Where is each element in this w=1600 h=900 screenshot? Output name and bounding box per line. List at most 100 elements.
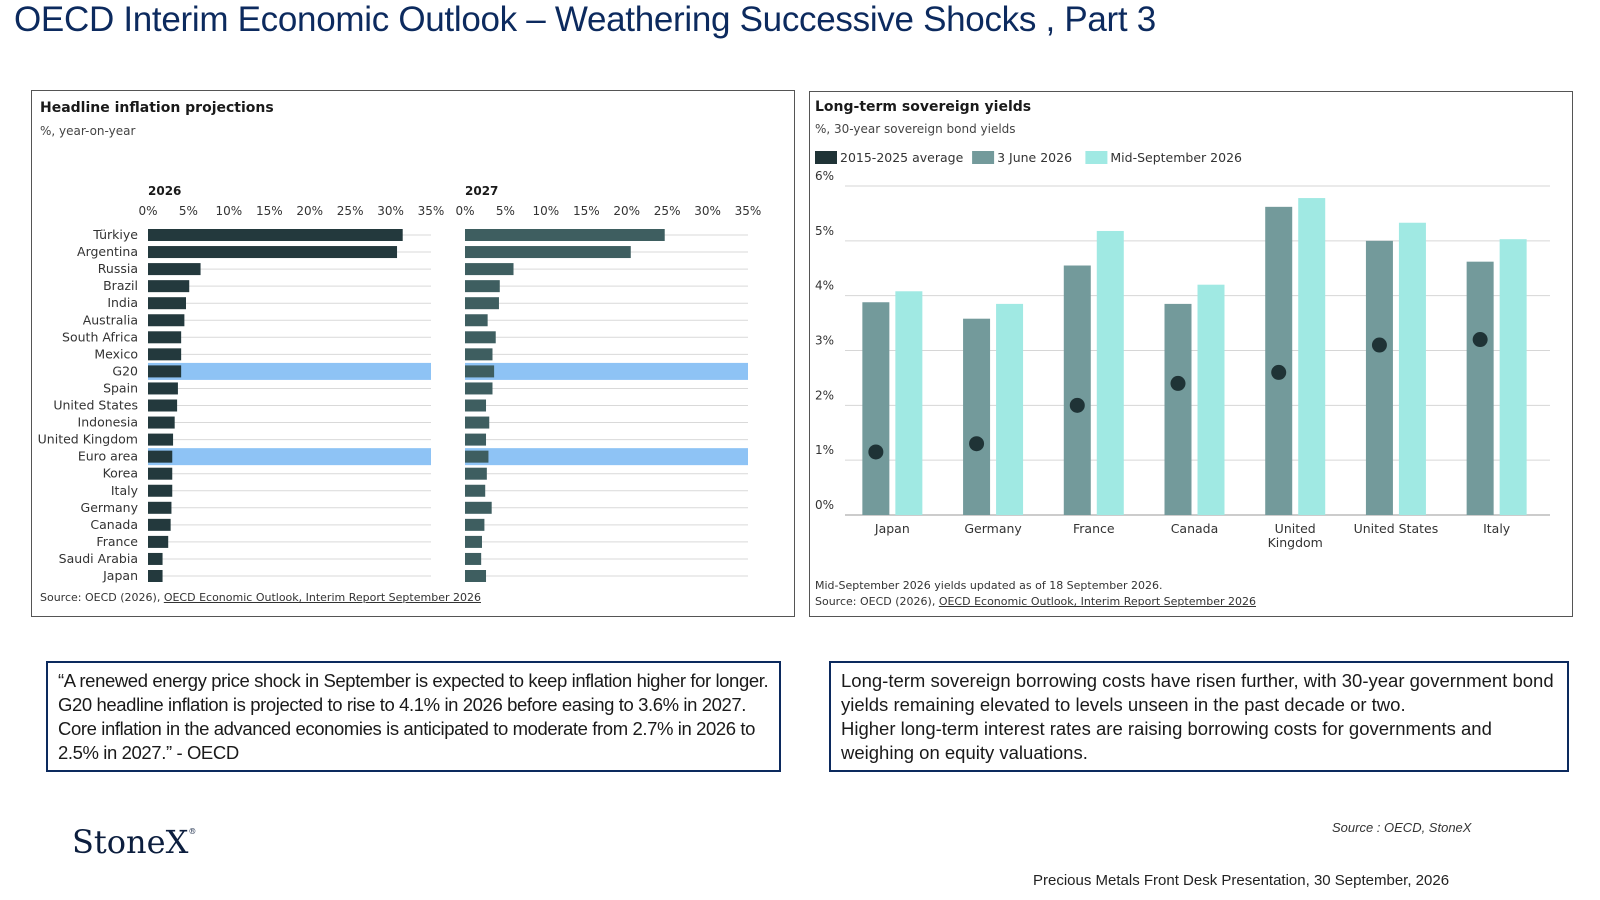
highlight-band-g20 bbox=[465, 362, 748, 380]
series-header-2026: 2026 bbox=[148, 184, 181, 198]
bar-2026-canada bbox=[148, 518, 171, 531]
bar-2026-india bbox=[148, 297, 187, 310]
category-label-japan: Japan bbox=[102, 568, 138, 583]
bar-2026-g20 bbox=[148, 365, 182, 378]
bar-2027-g20 bbox=[465, 365, 495, 378]
bar-2026-spain bbox=[148, 382, 178, 395]
x-category-label-united-states: United States bbox=[1354, 521, 1439, 536]
bar-2027-italy bbox=[465, 484, 486, 497]
bar-september-canada bbox=[1197, 284, 1225, 515]
tick-label-2027-25: 25% bbox=[654, 204, 681, 218]
yields-chart-subtitle: %, 30-year sovereign bond yields bbox=[815, 122, 1016, 136]
dot-average-united-states bbox=[1371, 337, 1387, 353]
footer-text: Precious Metals Front Desk Presentation,… bbox=[1033, 872, 1450, 889]
yields-source-prefix: Source: OECD (2026), bbox=[815, 595, 939, 608]
dot-average-italy bbox=[1472, 332, 1488, 348]
bar-2026-turkiye bbox=[148, 229, 403, 241]
x-category-label-canada: Canada bbox=[1171, 521, 1219, 536]
tick-label-2026-0: 0% bbox=[138, 204, 157, 218]
category-label-united-states: United States bbox=[53, 398, 138, 413]
bar-2027-turkiye bbox=[465, 229, 665, 241]
yields-note: Mid-September 2026 yields updated as of … bbox=[815, 579, 1163, 592]
tick-label-2027-15: 15% bbox=[573, 204, 600, 218]
bar-june-france bbox=[1063, 265, 1091, 515]
bar-2026-france bbox=[148, 535, 169, 548]
tick-label-2026-20: 20% bbox=[296, 204, 323, 218]
oecd-quote-text: “A renewed energy price shock in Septemb… bbox=[58, 670, 769, 763]
category-label-saudi-arabia: Saudi Arabia bbox=[59, 551, 138, 566]
bar-2027-australia bbox=[465, 314, 488, 327]
category-label-g20: G20 bbox=[112, 363, 138, 378]
bar-june-united-states bbox=[1365, 240, 1393, 515]
category-label-south-africa: South Africa bbox=[62, 329, 138, 344]
tick-label-2027-0: 0% bbox=[455, 204, 474, 218]
dot-average-france bbox=[1069, 397, 1085, 413]
bar-2026-brazil bbox=[148, 280, 190, 293]
category-label-turkiye: Türkiye bbox=[92, 227, 138, 242]
legend-swatch-2015-2025-average bbox=[815, 151, 837, 164]
dot-average-united-kingdom bbox=[1271, 364, 1287, 380]
dot-average-canada bbox=[1170, 375, 1186, 391]
bar-june-germany bbox=[963, 318, 991, 515]
bar-june-italy bbox=[1466, 261, 1494, 515]
stonex-logo-text: StoneX bbox=[72, 823, 189, 861]
tick-label-2026-5: 5% bbox=[179, 204, 198, 218]
tick-label-2026-15: 15% bbox=[256, 204, 283, 218]
category-label-spain: Spain bbox=[103, 380, 138, 395]
source-note: Source : OECD, StoneX bbox=[1332, 820, 1472, 835]
yields-source-link[interactable]: OECD Economic Outlook, Interim Report Se… bbox=[938, 595, 1256, 608]
bar-2026-united-kingdom bbox=[148, 433, 174, 446]
bar-2027-india bbox=[465, 297, 499, 310]
inflation-chart-subtitle: %, year-on-year bbox=[40, 124, 136, 138]
yields-chart: 2015-2025 average 3 June 2026 Mid-Septembe… bbox=[815, 150, 1550, 550]
page-title: OECD Interim Economic Outlook – Weatheri… bbox=[14, 0, 1156, 39]
y-tick-label-0: 0% bbox=[815, 498, 834, 512]
bar-june-united-kingdom bbox=[1265, 206, 1293, 515]
bar-2027-spain bbox=[465, 382, 493, 395]
bar-2027-united-kingdom bbox=[465, 433, 487, 446]
bar-2026-united-states bbox=[148, 399, 178, 412]
bar-2026-germany bbox=[148, 501, 172, 514]
bar-2026-korea bbox=[148, 467, 173, 480]
bar-june-canada bbox=[1164, 303, 1192, 515]
bar-september-united-states bbox=[1398, 222, 1426, 515]
category-label-brazil: Brazil bbox=[103, 278, 138, 293]
bar-2027-canada bbox=[465, 518, 485, 531]
category-label-germany: Germany bbox=[81, 500, 139, 515]
category-label-indonesia: Indonesia bbox=[78, 415, 138, 430]
category-label-canada: Canada bbox=[90, 517, 138, 532]
bar-2026-japan bbox=[148, 570, 163, 582]
x-category-label-united-kingdom-line-1: United bbox=[1275, 521, 1316, 536]
bar-2026-south-africa bbox=[148, 331, 182, 344]
tick-label-2027-35: 35% bbox=[735, 204, 762, 218]
inflation-panel: Headline inflation projections %, year-o… bbox=[31, 90, 795, 617]
bar-2027-indonesia bbox=[465, 416, 490, 429]
inflation-source-link[interactable]: OECD Economic Outlook, Interim Report Se… bbox=[163, 591, 481, 604]
bar-2026-indonesia bbox=[148, 416, 175, 429]
bar-2027-mexico bbox=[465, 348, 493, 361]
bar-2026-saudi-arabia bbox=[148, 552, 163, 565]
bar-september-france bbox=[1096, 230, 1124, 516]
tick-label-2026-25: 25% bbox=[337, 204, 364, 218]
highlight-band-euro-area bbox=[148, 448, 431, 466]
highlight-band-g20 bbox=[148, 362, 431, 380]
category-label-italy: Italy bbox=[111, 483, 139, 498]
tick-label-2026-10: 10% bbox=[216, 204, 243, 218]
x-category-label-japan: Japan bbox=[874, 521, 910, 536]
tick-label-2027-30: 30% bbox=[694, 204, 721, 218]
legend-swatch-3-june-2026 bbox=[972, 151, 995, 164]
y-tick-label-5: 5% bbox=[815, 224, 834, 238]
y-tick-label-6: 6% bbox=[815, 169, 834, 183]
yields-panel: Long-term sovereign yields %, 30-year so… bbox=[809, 91, 1573, 617]
bar-2026-russia bbox=[148, 263, 201, 276]
bar-2027-united-states bbox=[465, 399, 487, 412]
tick-label-2027-20: 20% bbox=[613, 204, 640, 218]
legend-label-mid-september-2026: Mid-September 2026 bbox=[1110, 150, 1242, 165]
x-category-label-france: France bbox=[1073, 521, 1115, 536]
series-header-2027: 2027 bbox=[465, 184, 498, 198]
category-label-euro-area: Euro area bbox=[78, 449, 138, 464]
category-label-argentina: Argentina bbox=[77, 244, 138, 259]
legend-label-3-june-2026: 3 June 2026 bbox=[997, 150, 1072, 165]
tick-label-2026-35: 35% bbox=[418, 204, 445, 218]
bar-september-italy bbox=[1499, 239, 1527, 515]
